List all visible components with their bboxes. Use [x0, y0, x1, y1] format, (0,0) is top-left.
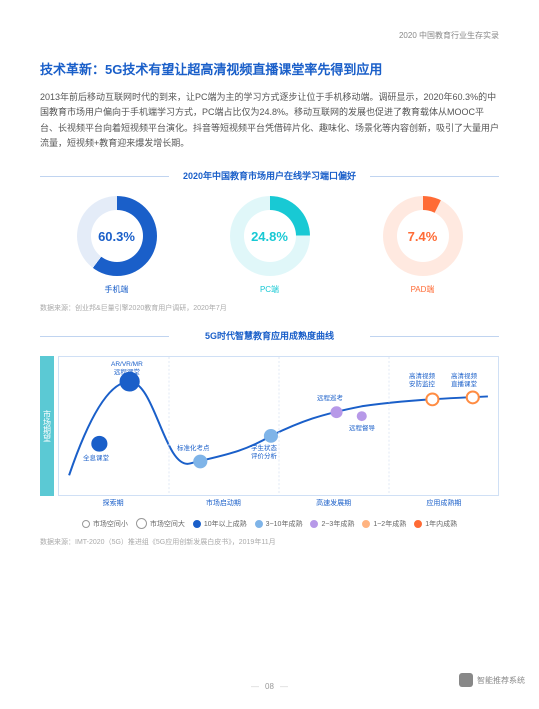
watermark-text: 智能推荐系统 — [477, 675, 525, 686]
donut-label: 手机端 — [77, 284, 157, 295]
curve-legend: 市场空间小市场空间大 10年以上成熟 3~10年成熟 2~3年成熟 1~2年成熟 1年内成… — [40, 518, 499, 529]
legend-item: 3~10年成熟 — [255, 518, 303, 529]
chart1-source: 数据来源：创业邦&巨量引擎2020教育用户调研，2020年7月 — [40, 303, 499, 313]
phase-label: 市场启动期 — [168, 498, 278, 508]
phase-label: 应用成熟期 — [389, 498, 499, 508]
legend-item: 10年以上成熟 — [193, 518, 247, 529]
donut-chart: 60.3% — [77, 196, 157, 276]
curve-chart: 市场期望 全息课堂 AR/VR/MR远程课堂标准化考点 学生状态评价分析 远程巡考远程… — [40, 356, 499, 496]
curve-area: 全息课堂 AR/VR/MR远程课堂标准化考点 学生状态评价分析 远程巡考远程督导 高清视… — [58, 356, 499, 496]
watermark: 智能推荐系统 — [459, 673, 525, 687]
curve-node-label: 标准化考点 — [177, 445, 210, 453]
chart1-title: 2020年中国教育市场用户在线学习端口偏好 — [40, 169, 499, 182]
header-note: 2020 中国教育行业生存实录 — [40, 30, 499, 41]
donut-row: 60.3% 手机端 24.8% PC端 7.4% PAD端 — [40, 196, 499, 295]
phase-row: 探索期市场启动期高速发展期应用成熟期 — [58, 498, 499, 508]
legend-item: 1~2年成熟 — [362, 518, 406, 529]
chart2-source: 数据来源：IMT-2020（5G）推进组《5G应用创新发展白皮书》，2019年1… — [40, 537, 499, 547]
curve-node-label: AR/VR/MR远程课堂 — [111, 361, 143, 377]
phase-label: 探索期 — [58, 498, 168, 508]
donut-value: 7.4% — [397, 210, 449, 262]
donut-label: PC端 — [230, 284, 310, 295]
donut-chart: 7.4% — [383, 196, 463, 276]
donut-value: 60.3% — [91, 210, 143, 262]
body-paragraph: 2013年前后移动互联网时代的到来，让PC端为主的学习方式逐步让位于手机移动端。… — [40, 90, 499, 151]
chart2-title: 5G时代智慧教育应用成熟度曲线 — [40, 329, 499, 342]
curve-node-label: 高清视频安防监控 — [409, 373, 435, 389]
legend-item: 市场空间小 — [82, 518, 128, 529]
page-title: 技术革新：5G技术有望让超高清视频直播课堂率先得到应用 — [40, 59, 499, 78]
curve-node-label: 高清视频直播课堂 — [451, 373, 477, 389]
donut-label: PAD端 — [383, 284, 463, 295]
legend-item: 1年内成熟 — [414, 518, 457, 529]
donut-value: 24.8% — [244, 210, 296, 262]
legend-item: 2~3年成熟 — [310, 518, 354, 529]
phase-label: 高速发展期 — [279, 498, 389, 508]
curve-ylabel: 市场期望 — [40, 356, 54, 496]
curve-node-label: 全息课堂 — [83, 455, 109, 463]
legend-item: 市场空间大 — [136, 518, 185, 529]
curve-node-label: 学生状态评价分析 — [251, 445, 277, 461]
curve-node-label: 远程督导 — [349, 425, 375, 433]
wechat-icon — [459, 673, 473, 687]
donut-chart: 24.8% — [230, 196, 310, 276]
curve-node-label: 远程巡考 — [317, 395, 343, 403]
